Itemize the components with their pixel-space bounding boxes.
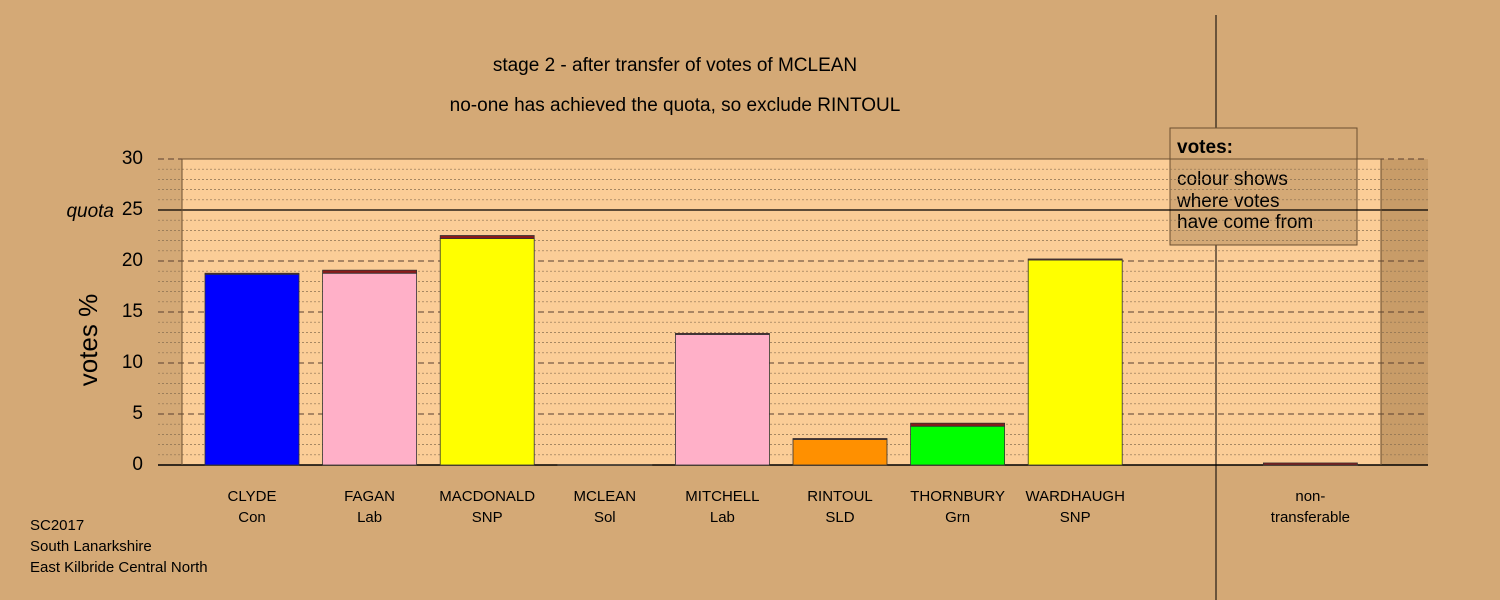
chart-title: stage 2 - after transfer of votes of MCL… bbox=[493, 55, 857, 76]
x-tick-label: MCLEAN bbox=[574, 488, 637, 505]
bar-segment bbox=[1027, 258, 1123, 261]
x-tick-label: Con bbox=[238, 509, 266, 526]
x-tick-label: MITCHELL bbox=[685, 488, 759, 505]
x-tick-label: Lab bbox=[710, 509, 735, 526]
bar-segment bbox=[910, 422, 1005, 427]
bar-segment bbox=[1263, 462, 1358, 466]
x-tick-label: SLD bbox=[825, 509, 854, 526]
bar-segment bbox=[910, 425, 1005, 466]
legend-text: have come from bbox=[1177, 212, 1313, 233]
y-tick-label: 10 bbox=[122, 352, 143, 373]
legend-title: votes: bbox=[1177, 137, 1233, 158]
x-tick-label: MACDONALD bbox=[439, 488, 535, 505]
bar-segment bbox=[322, 269, 418, 274]
y-tick-label: 0 bbox=[132, 454, 143, 475]
bar-segment bbox=[204, 272, 300, 275]
legend-box bbox=[1169, 127, 1358, 246]
bar-segment bbox=[792, 438, 888, 440]
x-tick-label: RINTOUL bbox=[807, 488, 873, 505]
x-tick-label: SNP bbox=[472, 509, 503, 526]
bar-segment bbox=[675, 334, 770, 466]
bar-segment bbox=[204, 273, 300, 466]
x-tick-label: CLYDE bbox=[228, 488, 277, 505]
chart-subtitle: no-one has achieved the quota, so exclud… bbox=[450, 95, 901, 116]
y-tick-label: 20 bbox=[122, 250, 143, 271]
legend: votes: colour shows where votes have com… bbox=[1169, 127, 1358, 246]
x-tick-label: WARDHAUGH bbox=[1025, 488, 1124, 505]
legend-text: where votes bbox=[1176, 191, 1279, 212]
y-axis-label: votes % bbox=[73, 294, 103, 387]
footnote: SC2017 bbox=[30, 517, 84, 534]
bar-segment bbox=[439, 235, 535, 239]
footnote: East Kilbride Central North bbox=[30, 559, 208, 576]
bar-segment bbox=[1027, 259, 1123, 466]
legend-text: colour shows bbox=[1177, 169, 1288, 190]
x-tick-label: Grn bbox=[945, 509, 970, 526]
x-tick-label: Sol bbox=[594, 509, 616, 526]
y-tick-label: 5 bbox=[132, 403, 143, 424]
bar-segment bbox=[792, 439, 888, 466]
y-tick-label: 30 bbox=[122, 148, 143, 169]
x-tick-label: transferable bbox=[1271, 509, 1350, 526]
x-tick-label: FAGAN bbox=[344, 488, 395, 505]
footnote: South Lanarkshire bbox=[30, 538, 152, 555]
y-tick-label: 25 bbox=[122, 199, 143, 220]
x-tick-label: THORNBURY bbox=[910, 488, 1005, 505]
y-tick-label: 15 bbox=[122, 301, 143, 322]
bar-segment bbox=[439, 238, 535, 466]
quota-label: quota bbox=[66, 201, 114, 222]
x-tick-label: SNP bbox=[1060, 509, 1091, 526]
x-tick-label: non- bbox=[1295, 488, 1325, 505]
bar-segment bbox=[675, 333, 770, 335]
x-tick-label: Lab bbox=[357, 509, 382, 526]
bar-segment bbox=[322, 272, 418, 466]
